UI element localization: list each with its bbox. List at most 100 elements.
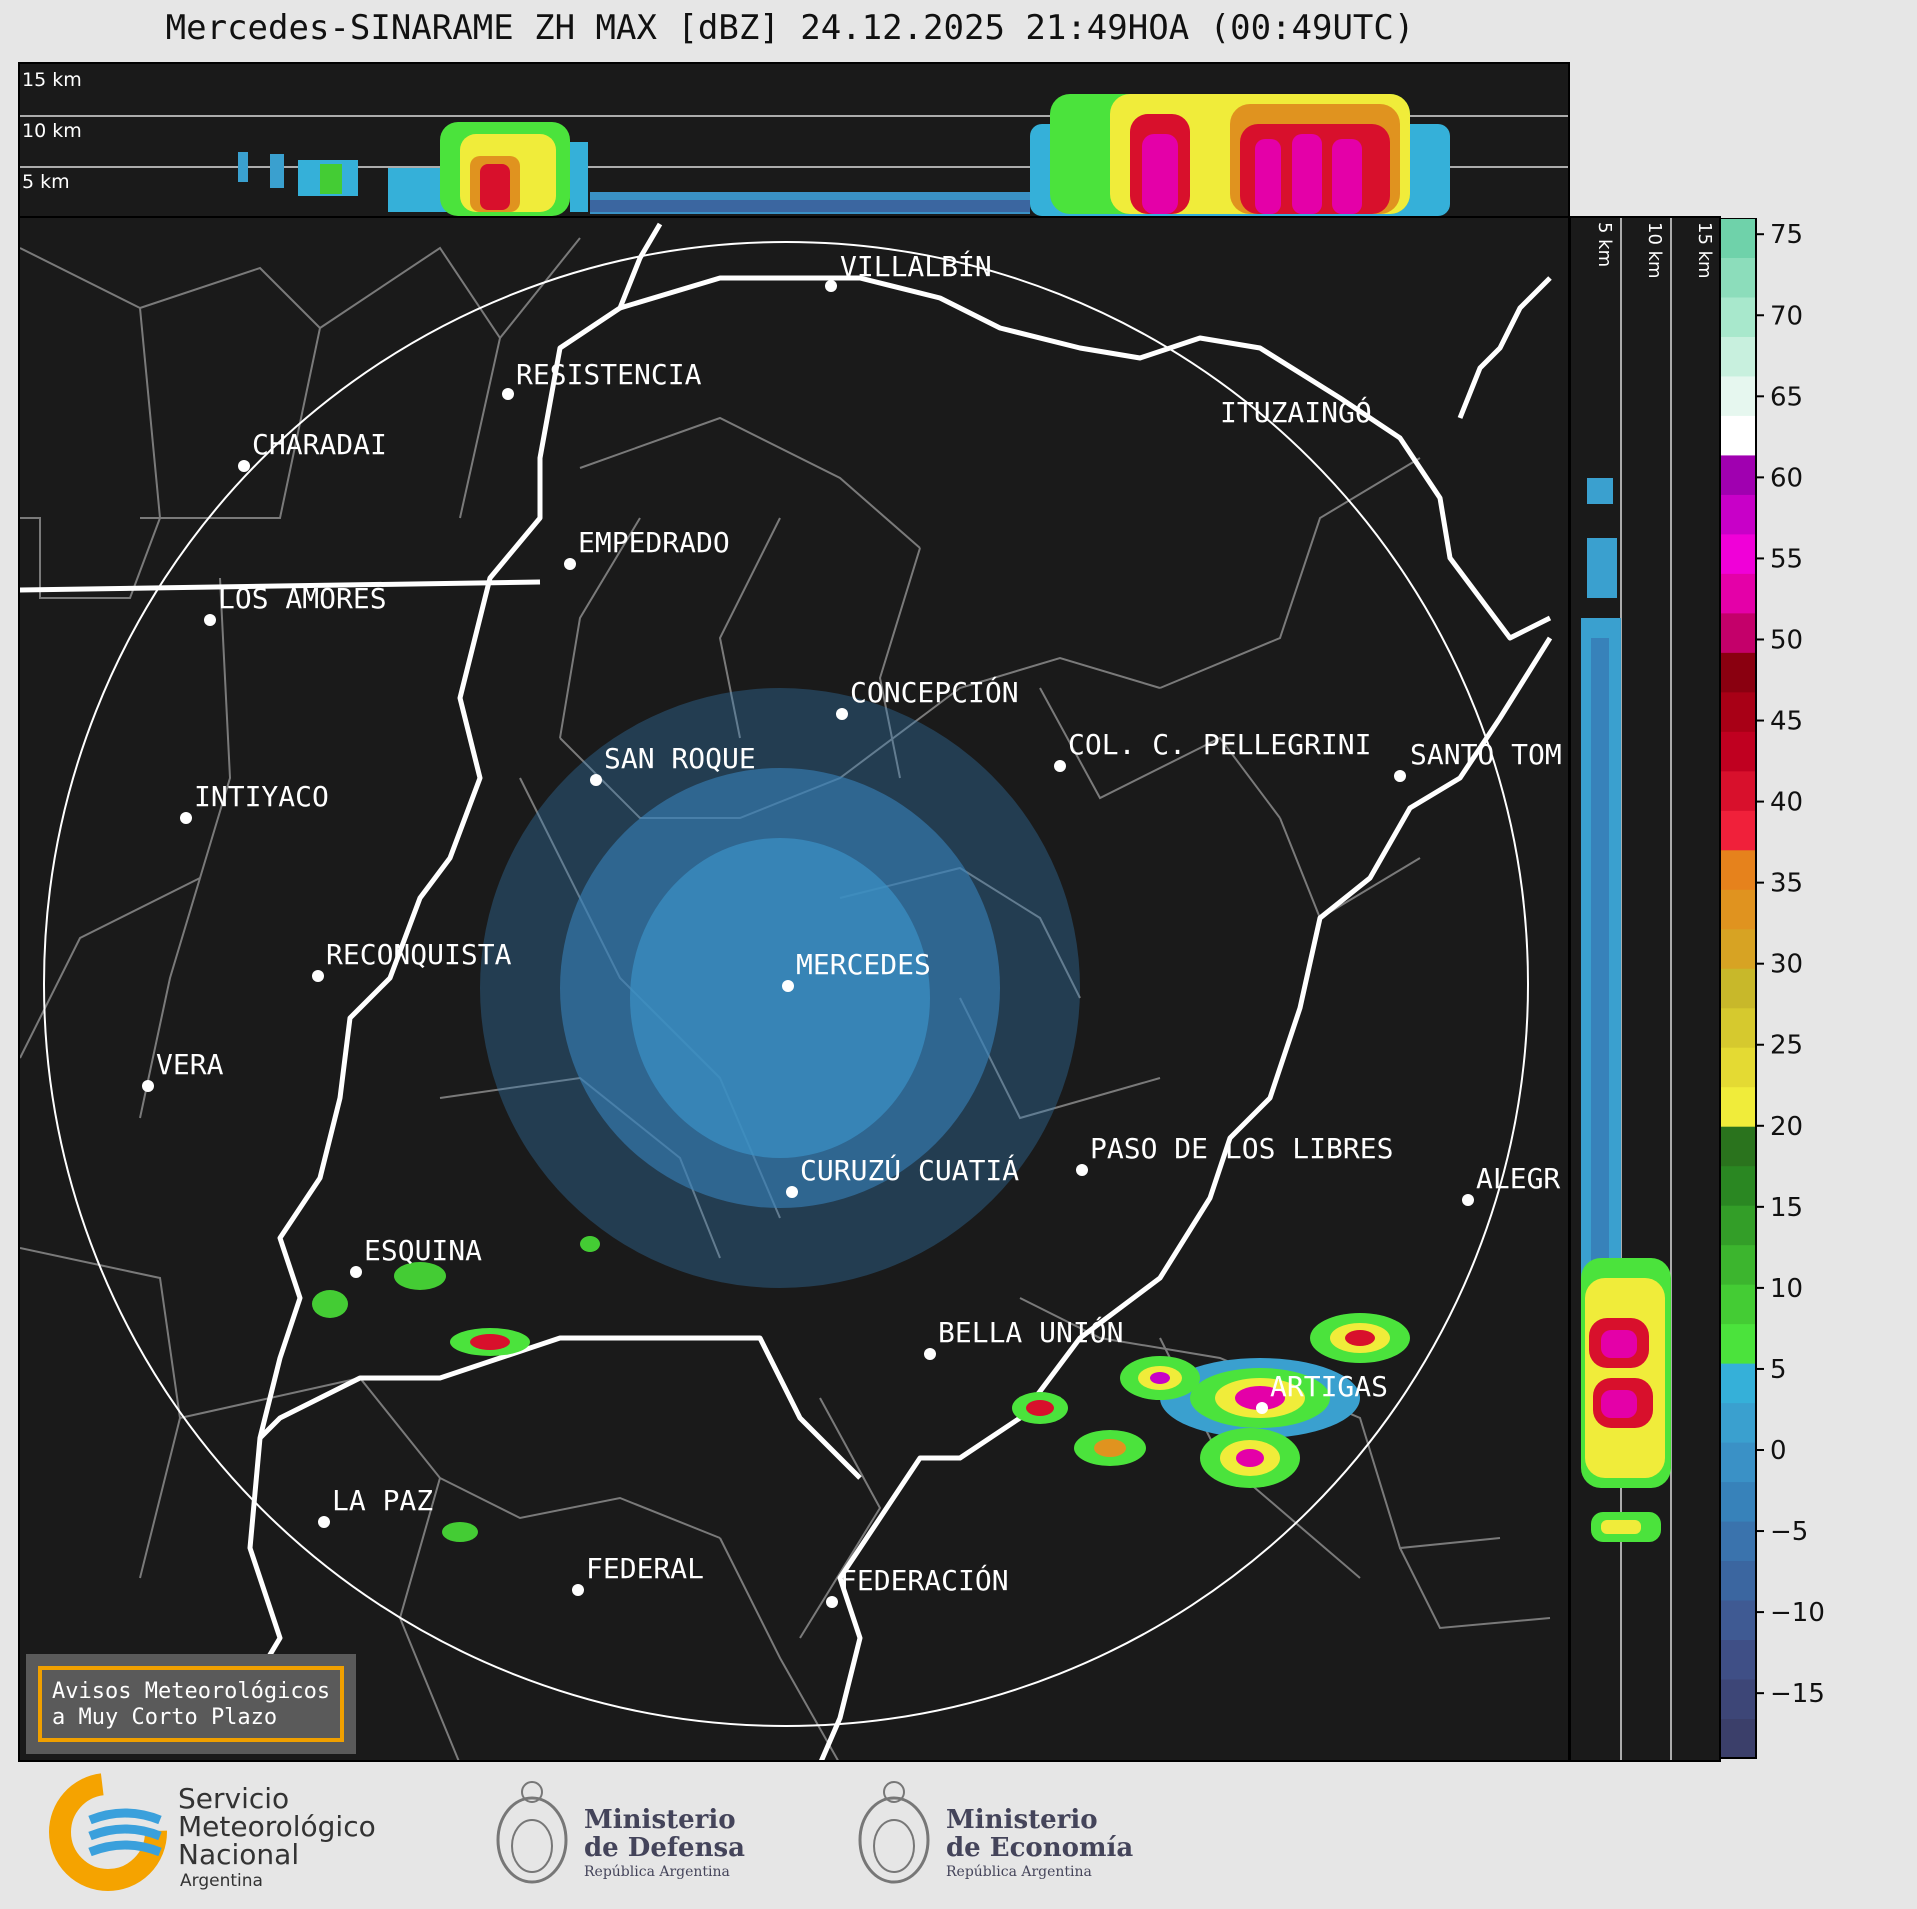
- storm-cell-esquina: [450, 1328, 530, 1356]
- colorbar-tick-label: 55: [1770, 544, 1803, 574]
- city-label: CHARADAI: [252, 428, 387, 461]
- echo-core: [1601, 1390, 1637, 1418]
- colorbar-segment: [1720, 1521, 1756, 1562]
- smn-line-2: Meteorológico: [178, 1810, 376, 1843]
- colorbar-tick-label: −5: [1770, 1517, 1808, 1547]
- city-dot: [1054, 760, 1066, 772]
- city-label: EMPEDRADO: [578, 526, 730, 559]
- colorbar-segment: [1720, 928, 1756, 969]
- storm-cell-west2: [1074, 1430, 1146, 1466]
- colorbar-border: [1720, 218, 1757, 1759]
- colorbar-segment: [1720, 1086, 1756, 1127]
- economia-logo: Ministerio de Economía República Argenti…: [858, 1781, 1133, 1884]
- city-dot: [1076, 1164, 1088, 1176]
- echo-core: [1601, 1330, 1637, 1358]
- radar-map-canvas: VILLALBÍN RESISTENCIA CHARADAI ITUZAINGÓ…: [20, 222, 1562, 1760]
- smn-line-1: Servicio: [178, 1782, 289, 1815]
- colorbar-segment: [1720, 296, 1756, 337]
- storm-cell-mid: [1120, 1356, 1200, 1400]
- colorbar-segment: [1720, 968, 1756, 1009]
- colorbar-tick-label: 20: [1770, 1112, 1803, 1142]
- storm-cell-small: [442, 1522, 478, 1542]
- colorbar-segment: [1720, 1560, 1756, 1601]
- economia-line-2: de Economía: [946, 1833, 1133, 1863]
- colorbar-segment: [1720, 218, 1756, 258]
- economia-line-1: Ministerio: [946, 1805, 1098, 1835]
- city-dot: [318, 1516, 330, 1528]
- page-title: Mercedes-SINARAME ZH MAX [dBZ] 24.12.202…: [165, 8, 1415, 48]
- city-dot: [180, 812, 192, 824]
- colorbar-tick-label: 75: [1770, 220, 1803, 250]
- city-dot: [786, 1186, 798, 1198]
- city-label: MERCEDES: [796, 948, 931, 981]
- right-cross-section: 5 km 10 km 15 km: [1569, 216, 1721, 1762]
- colorbar-tick-label: 70: [1770, 301, 1803, 331]
- echo-low: [570, 142, 588, 212]
- height-label-5km: 5 km: [22, 171, 70, 193]
- echo-band: [590, 200, 1030, 212]
- warning-line-1: Avisos Meteorológicos: [52, 1679, 330, 1704]
- city-dot: [826, 1596, 838, 1608]
- colorbar-tick-label: 0: [1770, 1436, 1787, 1466]
- colorbar-segment: [1720, 889, 1756, 930]
- storm-cell-small: [580, 1236, 600, 1252]
- city-dot: [350, 1266, 362, 1278]
- top-cross-section-plot: 15 km 10 km 5 km: [20, 69, 1568, 216]
- colorbar-segment: [1720, 652, 1756, 693]
- smn-logo-wave-icon: [88, 1808, 162, 1825]
- storm-cell-artigas: [1160, 1358, 1360, 1438]
- colorbar-segment: [1720, 454, 1756, 495]
- city-dot: [502, 388, 514, 400]
- echo-band: [1591, 638, 1609, 1438]
- right-cross-section-plot: 5 km 10 km 15 km: [1581, 218, 1715, 1760]
- city-dot: [924, 1348, 936, 1360]
- storm-cell-small: [312, 1290, 348, 1318]
- city-label: RESISTENCIA: [516, 358, 702, 391]
- colorbar-segment: [1720, 1323, 1756, 1364]
- height-label-10km: 10 km: [1644, 222, 1665, 279]
- city-label: SAN ROQUE: [604, 742, 756, 775]
- city-dot: [825, 280, 837, 292]
- city-label: LA PAZ: [332, 1484, 433, 1517]
- city-label: ESQUINA: [364, 1234, 482, 1267]
- defensa-line-2: de Defensa: [584, 1833, 745, 1863]
- colorbar-segment: [1720, 336, 1756, 377]
- city-label: CONCEPCIÓN: [850, 675, 1019, 709]
- ground-clutter: [480, 688, 1080, 1288]
- smn-logo-wave-icon: [88, 1824, 162, 1841]
- city-label: INTIYACO: [194, 780, 329, 813]
- echo-core: [1255, 139, 1281, 214]
- smn-logo: Servicio Meteorológico Nacional Argentin…: [49, 1773, 376, 1891]
- colorbar-tick-label: 25: [1770, 1031, 1803, 1061]
- colorbar-segment: [1720, 1165, 1756, 1206]
- echo-low: [238, 152, 248, 182]
- warning-line-2: a Muy Corto Plazo: [52, 1705, 277, 1730]
- city-label: ALEGR: [1476, 1162, 1560, 1195]
- colorbar-tick-label: 15: [1770, 1193, 1803, 1223]
- colorbar-segment: [1720, 1205, 1756, 1246]
- colorbar-segment: [1720, 731, 1756, 772]
- echo-cell: [480, 164, 510, 210]
- city-label: LOS AMORES: [218, 582, 387, 615]
- city-label: BELLA UNIÓN: [938, 1315, 1123, 1349]
- sun-icon: [883, 1781, 905, 1803]
- smn-logo-wave-icon: [88, 1840, 162, 1857]
- height-label-15km: 15 km: [1694, 222, 1715, 279]
- colorbar-segment: [1720, 612, 1756, 653]
- city-label: SANTO TOM: [1410, 738, 1562, 771]
- radar-map: VILLALBÍN RESISTENCIA CHARADAI ITUZAINGÓ…: [18, 216, 1570, 1762]
- city-dot: [836, 708, 848, 720]
- colorbar-segment: [1720, 375, 1756, 416]
- height-label-15km: 15 km: [22, 69, 82, 91]
- city-labels: VILLALBÍN RESISTENCIA CHARADAI ITUZAINGÓ…: [142, 249, 1562, 1608]
- colorbar-tick-label: 60: [1770, 463, 1803, 493]
- colorbar-segment: [1720, 573, 1756, 614]
- city-dot: [564, 558, 576, 570]
- city-label: COL. C. PELLEGRINI: [1068, 728, 1371, 761]
- colorbar-tick-label: 50: [1770, 625, 1803, 655]
- colorbar-segment: [1720, 691, 1756, 732]
- colorbar: 75 70 65 60 55 50 45 40 35 30 25 20 15 10 5 0 −5 −10 −15: [1720, 218, 1910, 1762]
- echo-low: [1587, 478, 1613, 504]
- warning-box[interactable]: Avisos Meteorológicos a Muy Corto Plazo: [26, 1654, 356, 1754]
- storm-cell-south: [1200, 1428, 1300, 1488]
